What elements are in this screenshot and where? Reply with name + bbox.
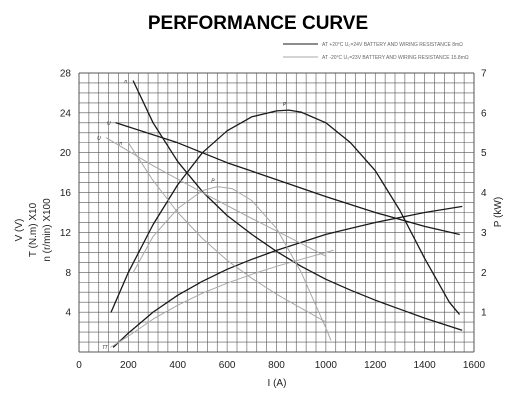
x-tick-label: 200 (120, 360, 137, 371)
y-tick-label-right: 1 (481, 308, 487, 319)
series-tag: P (283, 102, 287, 108)
series-line-u-cold (105, 137, 327, 257)
series-line-p-warm (110, 109, 460, 315)
series-line-t-warm (112, 205, 463, 348)
series-tag: U (107, 121, 111, 127)
series-tag: P (211, 179, 215, 185)
series-line-t-cold (110, 249, 334, 348)
tick-labels: 0 200 400 600 800 1000 1200 1400 160048121620242… (60, 69, 487, 372)
y-tick-label-right: 5 (481, 148, 487, 159)
x-axis-label: I (A) (268, 378, 287, 389)
x-tick-label: 1400 (414, 360, 437, 371)
y-tick-label-left: 16 (60, 188, 72, 199)
y-axis-labels-left: V (V) T (N.m) X10 n (r/min) X100 (14, 198, 53, 262)
legend-entry: AT -20°C U₀=23V BATTERY AND WIRING RESIS… (322, 55, 469, 61)
y-tick-label-left: 28 (60, 69, 72, 80)
series-tag: T (105, 345, 109, 351)
grid (78, 72, 475, 353)
y-tick-label-right: 4 (481, 188, 487, 199)
series-tag: n (124, 79, 127, 85)
y-axis-label-left: T (N.m) X10 (28, 202, 39, 257)
y-tick-label-right: 2 (481, 268, 487, 279)
legend: AT +20°C U₀=24V BATTERY AND WIRING RESIS… (283, 42, 469, 61)
y-axis-label-left: n (r/min) X100 (42, 198, 53, 262)
y-tick-label-left: 8 (65, 268, 71, 279)
y-tick-label-left: 20 (60, 148, 72, 159)
x-tick-label: 0 (76, 360, 82, 371)
y-axis-label-left: V (V) (14, 219, 25, 242)
x-tick-label: 400 (169, 360, 186, 371)
y-tick-label-left: 24 (60, 108, 72, 119)
series-line-n-cold (127, 142, 327, 323)
x-tick-label: 600 (219, 360, 236, 371)
series-line-u-warm (115, 122, 460, 236)
series-tag: T (102, 345, 106, 351)
x-tick-label: 1600 (463, 360, 486, 371)
series-tag: n (119, 141, 122, 147)
series-line-p-cold (132, 186, 332, 341)
chart-title: PERFORMANCE CURVE (148, 13, 368, 34)
x-tick-label: 1000 (315, 360, 338, 371)
series-line-n-warm (132, 80, 463, 331)
x-tick-label: 800 (268, 360, 285, 371)
x-tick-label: 1200 (364, 360, 387, 371)
y-axis-label-right: P (kW) (493, 197, 504, 227)
y-tick-label-right: 6 (481, 108, 487, 119)
y-tick-label-left: 4 (65, 308, 71, 319)
legend-entry: AT +20°C U₀=24V BATTERY AND WIRING RESIS… (322, 42, 463, 48)
y-tick-label-left: 12 (60, 228, 72, 239)
y-tick-label-right: 7 (481, 69, 487, 80)
y-tick-label-right: 3 (481, 228, 487, 239)
series-tag: U (97, 136, 101, 142)
